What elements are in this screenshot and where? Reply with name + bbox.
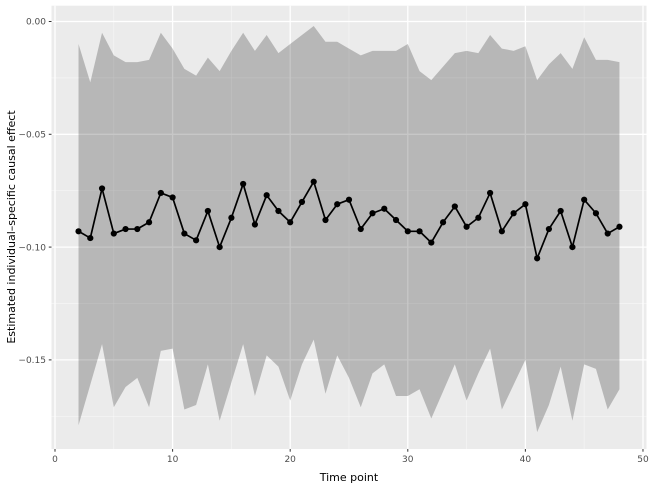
data-point [498,228,505,235]
data-point [263,192,270,199]
data-point [110,230,117,237]
data-point [216,243,223,251]
y-tick-label: −0.10 [18,243,46,253]
data-point [310,178,317,185]
data-point [451,203,458,210]
data-point [193,237,200,244]
data-point [134,225,141,233]
data-point [204,207,211,215]
data-point [322,216,329,224]
confidence-ribbon [78,26,620,433]
data-point [428,239,435,246]
data-point [534,255,541,262]
data-point [592,210,600,217]
data-point [181,230,188,237]
y-axis-title: Estimated individual–specific causal eff… [5,110,18,344]
data-point [604,230,611,237]
data-point [392,216,400,224]
data-point [557,207,564,215]
data-point [240,180,247,188]
y-tick-label: −0.15 [18,356,46,366]
data-point [439,219,447,226]
data-point [357,225,364,233]
data-point [334,201,341,208]
data-point [487,189,494,197]
data-point [522,201,529,208]
data-point [404,228,411,235]
data-point [581,196,588,203]
x-tick-label: 50 [637,455,649,465]
data-point [87,234,94,242]
x-axis-title: Time point [319,471,379,484]
data-point [381,205,388,212]
data-point [345,196,353,203]
data-point [369,210,376,217]
x-tick-label: 10 [167,455,179,465]
x-tick-label: 20 [284,455,296,465]
y-tick-label: 0.00 [26,18,46,28]
axis-tick-marks [48,20,644,452]
data-point [169,194,176,201]
data-point [298,198,306,206]
data-point [475,214,482,221]
data-point [145,219,153,226]
data-point [510,210,517,217]
data-point [251,221,259,228]
data-point [122,225,129,233]
data-point [416,228,423,235]
data-point [463,223,470,230]
minor-gridlines [51,5,647,449]
data-point [616,223,623,230]
data-point [545,225,552,233]
data-point [569,243,576,251]
data-point [275,207,282,215]
data-point [98,185,106,192]
y-tick-label: −0.05 [18,130,46,140]
ribbon-polygon [78,26,620,433]
data-point [75,228,82,235]
y-tick-labels: 0.00 −0.05 −0.10 −0.15 [18,18,46,366]
x-tick-label: 40 [520,455,532,465]
x-tick-label: 0 [52,455,58,465]
x-tick-label: 30 [402,455,414,465]
major-gridlines [51,5,647,449]
x-tick-labels: 0 10 20 30 40 50 [52,455,649,465]
data-point [157,189,164,197]
estimate-points [75,178,623,262]
data-point [287,219,294,226]
data-point [228,214,235,221]
